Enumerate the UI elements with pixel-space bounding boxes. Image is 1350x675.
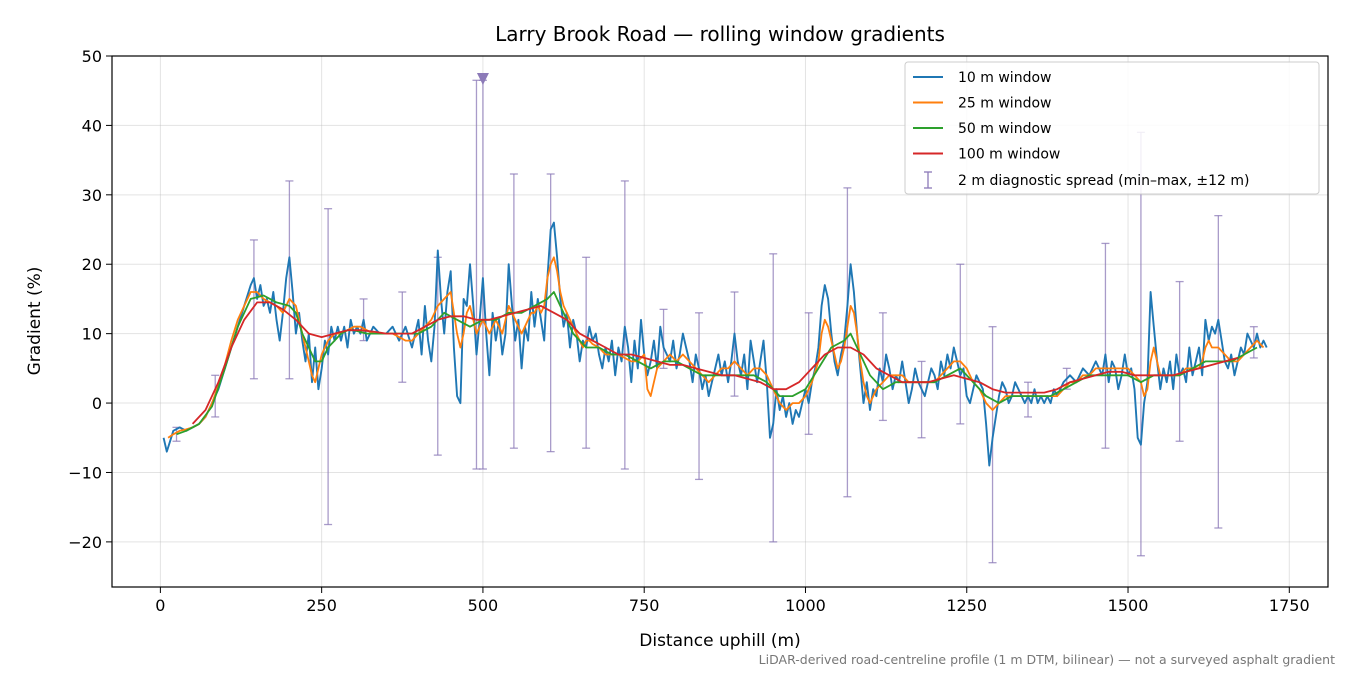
x-tick-label: 1750 (1269, 596, 1310, 615)
spread-bar (509, 173, 518, 449)
spread-bar (659, 308, 668, 370)
y-tick-label: 30 (82, 186, 102, 205)
y-tick-label: −10 (68, 463, 102, 482)
spread-bar (582, 256, 591, 449)
spread-bar (843, 187, 852, 498)
spread-bar (620, 180, 629, 470)
series-line-2 (167, 256, 1265, 439)
legend: 10 m window 25 m window 50 m window 100 m w… (904, 61, 1320, 195)
spread-bar (285, 180, 294, 380)
spread-bar (804, 312, 813, 435)
x-tick-label: 750 (629, 596, 660, 615)
spread-bar (324, 208, 333, 526)
spread-bar (1175, 280, 1184, 442)
spread-bar (249, 239, 258, 380)
series-line-3 (176, 291, 1258, 436)
y-tick-label: −20 (68, 533, 102, 552)
legend-label: 10 m window (958, 70, 1051, 86)
spread-bar (1101, 242, 1110, 449)
legend-label: 2 m diagnostic spread (min–max, ±12 m) (958, 173, 1249, 189)
spread-bar (472, 79, 481, 470)
spread-bar (769, 253, 778, 543)
x-axis-label: Distance uphill (m) (639, 631, 800, 651)
spread-bar (878, 312, 887, 422)
y-tick-label: 50 (82, 47, 102, 66)
x-tick-label: 0 (155, 596, 165, 615)
series-line-1 (162, 221, 1268, 467)
spread-bar (695, 312, 704, 481)
clipped-marker-triangle (476, 73, 489, 85)
y-tick-label: 20 (82, 255, 102, 274)
x-tick-label: 500 (468, 596, 499, 615)
spread-bar (956, 263, 965, 425)
spread-bar (1136, 131, 1145, 557)
legend-label: 25 m window (958, 96, 1051, 112)
spread-bar (730, 291, 739, 397)
chart-title: Larry Brook Road — rolling window gradie… (495, 22, 945, 46)
x-tick-label: 1000 (785, 596, 826, 615)
x-tick-label: 250 (306, 596, 337, 615)
diagnostic-spread-bars (172, 73, 1258, 564)
series-line-4 (191, 301, 1238, 425)
spread-bar (546, 173, 555, 453)
legend-label: 100 m window (958, 147, 1060, 163)
legend-box (904, 61, 1320, 195)
y-axis-label: Gradient (%) (25, 267, 45, 376)
y-tick-label: 0 (92, 394, 102, 413)
series-lines (162, 221, 1268, 467)
y-tick-label: 40 (82, 116, 102, 135)
spread-bar (1214, 214, 1223, 529)
plot-frame (111, 55, 1329, 588)
spread-bar (917, 360, 926, 439)
footnote: LiDAR-derived road-centreline profile (1… (759, 652, 1335, 667)
spread-bar (478, 79, 487, 470)
x-tick-label: 1500 (1108, 596, 1149, 615)
spread-bar (1249, 326, 1258, 359)
legend-label: 50 m window (958, 121, 1051, 137)
x-tick-label: 1250 (946, 596, 987, 615)
spread-bar (1024, 381, 1033, 418)
spread-bar (398, 291, 407, 383)
y-tick-label: 10 (82, 325, 102, 344)
axis-ticks: 0 250 500 750 1000 1250 1500 1750 −20 −10 0 10 20 30 4… (68, 47, 1309, 615)
